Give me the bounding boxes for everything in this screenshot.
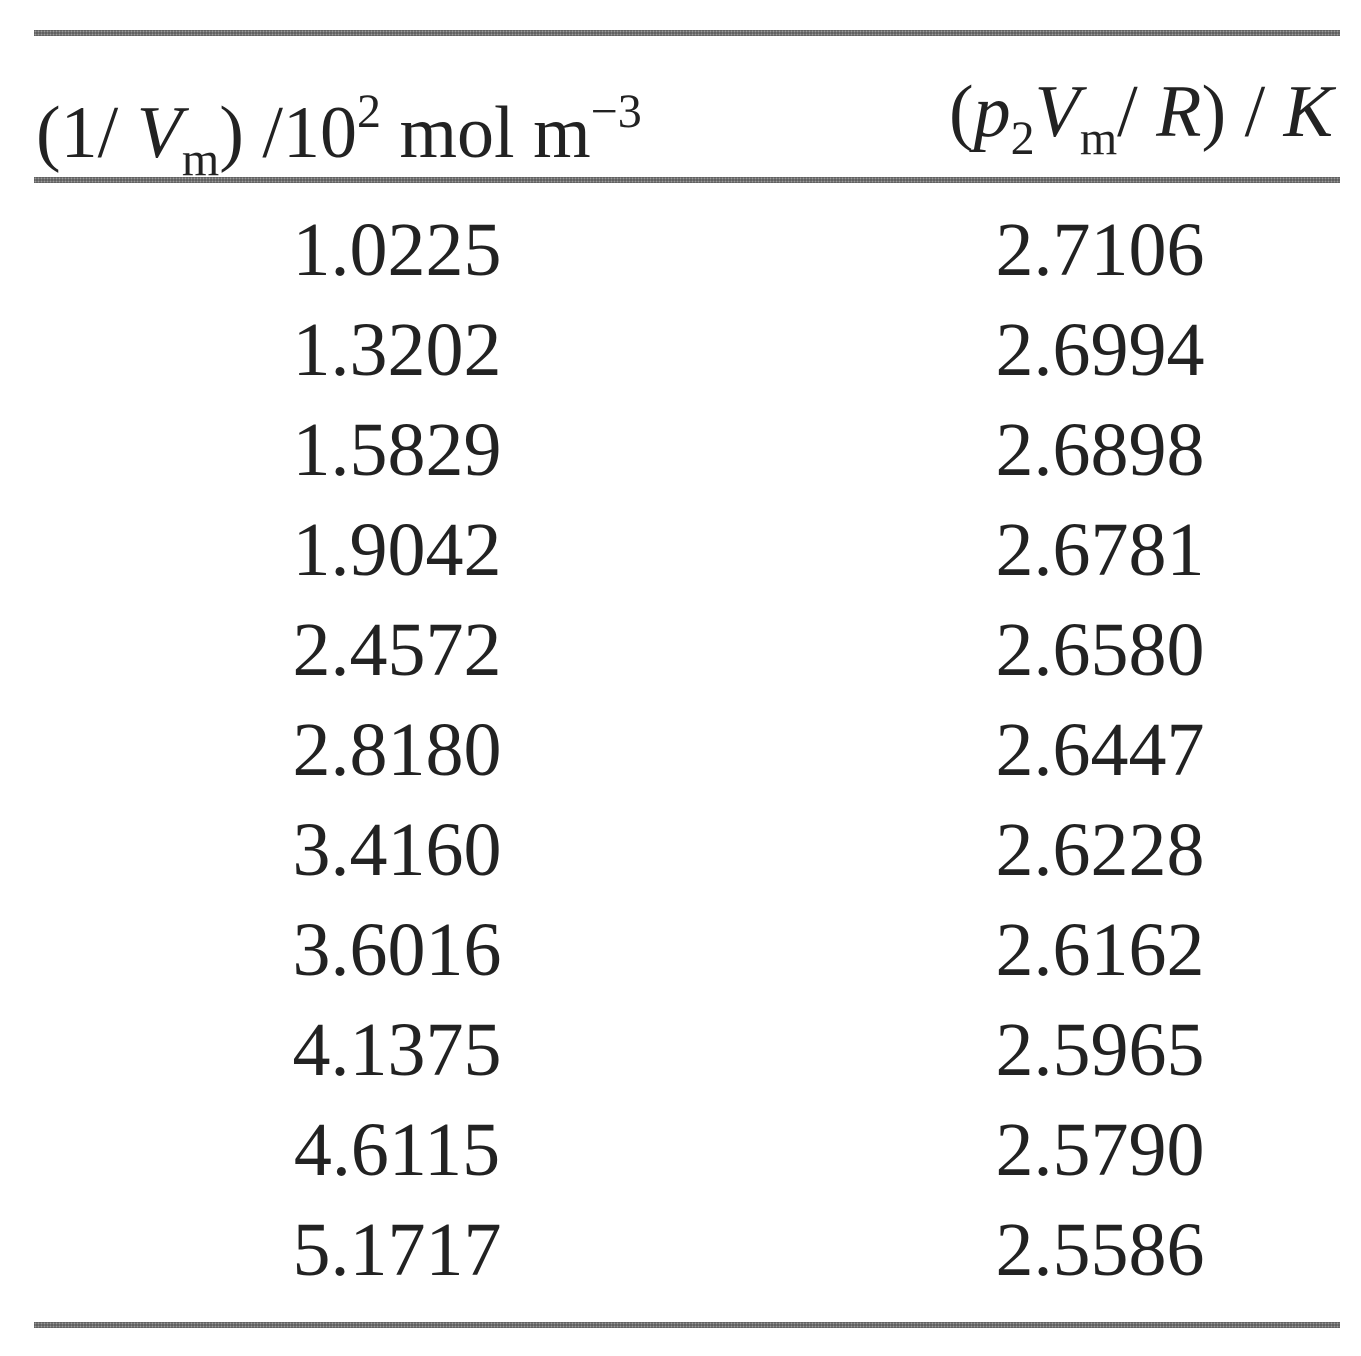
table-cell: 2.6580	[995, 608, 1205, 692]
table-cell: 2.7106	[995, 208, 1205, 292]
header-superscript: −3	[590, 85, 642, 138]
header-subscript: 2	[1010, 112, 1035, 165]
header-text: mol m	[380, 92, 591, 174]
top-rule	[34, 30, 1340, 36]
table-cell: 2.8180	[292, 708, 502, 792]
header-text: V	[136, 92, 182, 174]
table-cell: 2.5790	[995, 1108, 1205, 1192]
header-text: ) /	[1201, 71, 1284, 153]
header-superscript: 2	[356, 85, 381, 138]
table-cell: 2.6228	[995, 808, 1205, 892]
header-text: V	[1034, 71, 1080, 153]
header-subscript: m	[181, 133, 220, 186]
column-header: (p2Vm/ R) / K	[949, 62, 1333, 189]
header-text: (	[948, 71, 974, 153]
table-cell: 2.4572	[292, 608, 502, 692]
header-text: (1/	[36, 92, 137, 174]
header-rule	[34, 177, 1340, 183]
table-cell: 2.6162	[995, 908, 1205, 992]
header-text: p	[973, 71, 1011, 153]
table-cell: 1.9042	[292, 508, 502, 592]
table-cell: 2.5965	[995, 1008, 1205, 1092]
table-cell: 4.1375	[292, 1008, 502, 1092]
table-cell: 1.3202	[292, 308, 502, 392]
header-text: ) /10	[219, 92, 357, 174]
header-text: K	[1283, 71, 1333, 153]
table-cell: 1.0225	[292, 208, 502, 292]
table-cell: 2.6781	[995, 508, 1205, 592]
table-cell: 1.5829	[292, 408, 502, 492]
table-cell: 3.6016	[292, 908, 502, 992]
table-cell: 4.6115	[293, 1108, 501, 1192]
table-cell: 5.1717	[292, 1208, 502, 1292]
header-text: R	[1156, 71, 1202, 153]
table-cell: 2.6447	[995, 708, 1205, 792]
bottom-rule	[34, 1322, 1340, 1328]
header-text: /	[1117, 71, 1157, 153]
header-subscript: m	[1079, 112, 1118, 165]
table-cell: 2.6898	[995, 408, 1205, 492]
table-cell: 2.6994	[995, 308, 1205, 392]
table-cell: 2.5586	[995, 1208, 1205, 1292]
column-header: (1/ Vm) /102 mol m−3	[36, 62, 642, 210]
table-cell: 3.4160	[292, 808, 502, 892]
